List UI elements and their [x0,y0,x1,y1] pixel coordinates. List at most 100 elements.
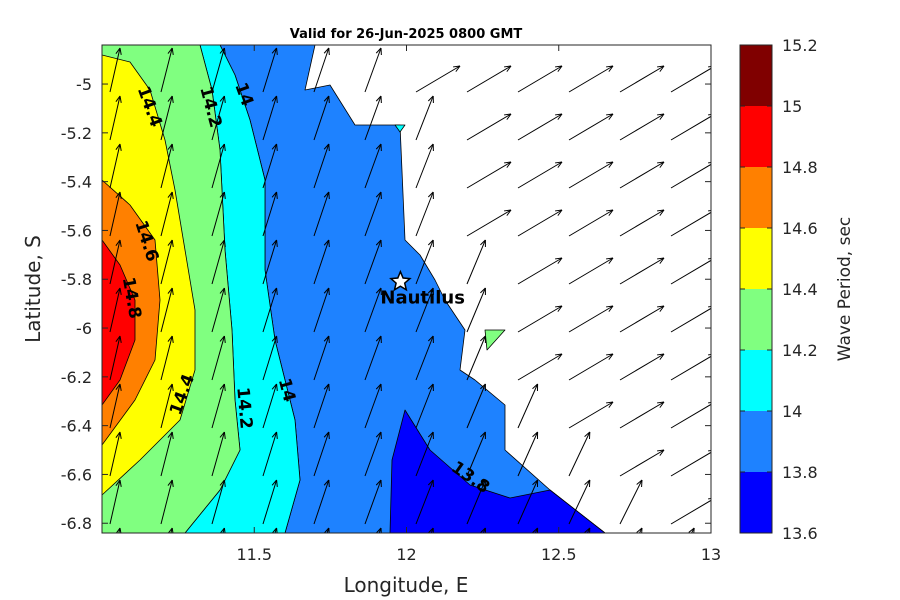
wave-vector [160,479,173,525]
wave-vector [118,527,121,533]
colorbar-tick-label: 14.6 [782,219,818,238]
wave-vector [262,95,278,141]
wave-vector-head [707,498,711,500]
wave-vector [160,335,173,381]
wave-vector [619,401,665,429]
wave-vector [517,65,563,93]
wave-vector [466,287,486,333]
wave-vector-head [167,479,173,486]
wave-vector-head [608,65,614,72]
wave-vector-head [119,335,122,343]
wave-vector [160,47,173,93]
wave-vector [262,431,278,477]
wave-vector-head [656,305,665,308]
wave-vector [364,335,382,381]
wave-vector [211,191,225,237]
wave-vector [378,527,382,533]
wave-vector-head [656,113,665,116]
wave-vector [211,335,225,381]
wave-vector-head [659,305,665,312]
colorbar-tick-label: 15.2 [782,36,818,55]
wave-vector-head [328,527,330,533]
wave-vector-head [608,401,614,408]
wave-vector-head [480,335,486,342]
wave-vector [517,353,563,381]
wave-vector-head [557,209,563,216]
wave-vector-head [271,479,277,486]
wave-vector-head [219,287,225,294]
wave-vector [364,383,382,429]
wave-vector [415,65,461,93]
wave-vector [313,239,330,285]
colorbar: 15.2 15 14.8 14.6 14.4 14.2 14 13.8 13.6 [739,36,818,543]
wave-vector-head [608,305,614,312]
wave-vector [568,305,614,333]
wave-vector-head [271,527,277,533]
wave-vector-head [271,335,277,342]
colorbar-segment [740,228,772,289]
wave-vector [619,449,665,477]
wave-vector [638,527,643,533]
wave-vector-head [375,47,382,54]
wave-vector-head [480,479,486,486]
wave-vector-head [656,161,665,164]
wave-vector-head [480,431,486,438]
wave-vector-head [328,47,330,56]
wave-vector [568,479,591,525]
wave-vector-head [656,353,665,356]
wave-vector [690,527,695,533]
band-small-cyan [394,124,406,133]
wave-vector-head [427,191,434,198]
wave-vector [211,143,225,189]
y-tick-label: -6.6 [61,465,92,484]
wave-vector-head [532,527,538,533]
wave-vector [262,383,278,429]
colorbar-segment [740,411,772,472]
wave-vector-head [707,210,711,212]
wave-vector-head [219,47,225,54]
wave-vector-head [554,353,563,356]
wave-vector-head [167,47,173,54]
wave-vector-head [119,383,122,391]
wave-vector [415,191,434,237]
wave-vector-head [276,335,278,344]
wave-vector-head [605,209,614,212]
wave-vector [670,499,711,525]
wave-vector-head [707,450,711,452]
wave-vector [619,305,665,333]
wave-vector [211,239,225,285]
wave-vector-head [659,353,665,360]
wave-vector-head [707,402,711,404]
wave-vector-head [688,527,695,533]
wave-vector [211,479,225,525]
y-tick-label: -6.2 [61,368,92,387]
wave-vector [313,335,330,381]
wave-vector [326,527,330,533]
wave-vector-head [167,431,173,438]
wave-vector-head [707,258,711,260]
wave-vector-head [171,431,174,439]
y-tick-label: -5.6 [61,221,92,240]
wave-vector [364,431,382,477]
wave-vector-head [171,47,174,55]
wave-vector [262,47,278,93]
wave-vector-head [223,47,226,56]
wave-vector [482,527,486,533]
wave-vector-head [506,161,512,168]
wave-vector-head [323,479,330,486]
wave-vector [670,451,711,477]
wave-vector [466,383,486,429]
wave-vector-head [554,113,563,116]
wave-vector-head [480,383,486,390]
wave-vector-head [605,113,614,116]
wave-vector [211,95,225,141]
wave-vector-head [503,161,512,164]
wave-vector-head [167,143,173,150]
wave-vector [670,67,711,93]
wave-vector [415,143,434,189]
wave-vector-head [605,65,614,68]
wave-vector-head [375,335,382,342]
wave-vector-head [115,47,121,54]
wave-vector-head [554,161,563,164]
wave-vector-head [223,527,226,533]
